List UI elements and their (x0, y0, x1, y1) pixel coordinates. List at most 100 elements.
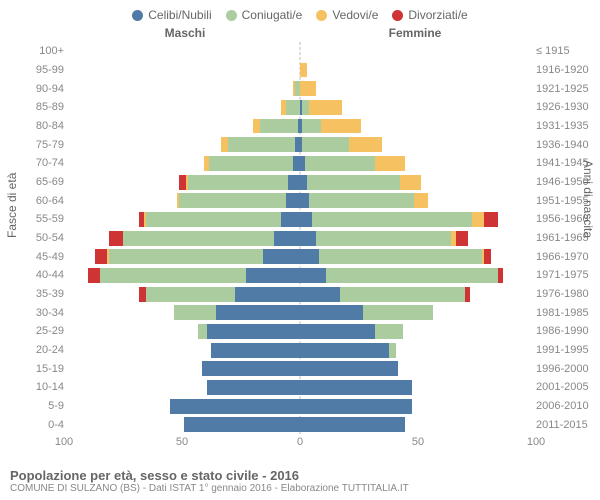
birth-label: 1981-1985 (536, 303, 590, 322)
segment (179, 193, 286, 208)
pyramid-row (67, 229, 533, 248)
segment (484, 249, 491, 264)
female-bar (300, 44, 533, 59)
x-tick: 50 (412, 436, 424, 448)
chart-subtitle: COMUNE DI SULZANO (BS) - Dati ISTAT 1° g… (10, 483, 409, 494)
segment (146, 287, 235, 302)
birth-label: 1971-1975 (536, 266, 590, 285)
male-bar (67, 361, 300, 376)
segment (88, 268, 100, 283)
segment (100, 268, 247, 283)
male-bar (67, 287, 300, 302)
segment (456, 231, 468, 246)
segment (484, 212, 498, 227)
segment (246, 268, 300, 283)
pyramid-row (67, 79, 533, 98)
legend-item: Vedovi/e (316, 8, 378, 22)
legend-swatch (316, 10, 327, 21)
segment (286, 100, 300, 115)
header-male: Maschi (70, 26, 300, 40)
segment (302, 100, 309, 115)
age-label: 80-84 (10, 117, 64, 136)
birth-label: 1921-1925 (536, 79, 590, 98)
female-bar (300, 63, 533, 78)
segment (319, 249, 482, 264)
segment (414, 193, 428, 208)
segment (307, 175, 400, 190)
segment (300, 361, 398, 376)
segment (300, 212, 312, 227)
legend-label: Divorziati/e (408, 8, 467, 22)
legend-item: Celibi/Nubili (132, 8, 211, 22)
pyramid-row (67, 154, 533, 173)
male-bar (67, 193, 300, 208)
header-female: Femmine (300, 26, 530, 40)
age-label: 95-99 (10, 61, 64, 80)
pyramid-row (67, 61, 533, 80)
male-bar (67, 231, 300, 246)
segment (302, 119, 321, 134)
legend-swatch (392, 10, 403, 21)
segment (170, 399, 300, 414)
segment (123, 231, 274, 246)
male-bar (67, 81, 300, 96)
plot-area (67, 42, 533, 434)
female-bar (300, 231, 533, 246)
legend-label: Vedovi/e (332, 8, 378, 22)
birth-label: 1976-1980 (536, 285, 590, 304)
female-bar (300, 399, 533, 414)
male-bar (67, 119, 300, 134)
column-headers: Maschi Femmine (70, 26, 530, 40)
male-bar (67, 156, 300, 171)
segment (202, 361, 300, 376)
segment (293, 156, 300, 171)
segment (179, 175, 186, 190)
legend-item: Divorziati/e (392, 8, 467, 22)
male-bar (67, 343, 300, 358)
segment (375, 156, 405, 171)
chart-title: Popolazione per età, sesso e stato civil… (10, 468, 409, 483)
legend-label: Coniugati/e (242, 8, 303, 22)
y-axis-left: 100+95-9990-9485-8980-8475-7970-7465-696… (10, 42, 67, 434)
x-axis: 10050050100 (64, 434, 536, 452)
segment (95, 249, 107, 264)
male-bar (67, 399, 300, 414)
legend: Celibi/Nubili Coniugati/e Vedovi/e Divorzia… (10, 8, 590, 22)
segment (139, 287, 146, 302)
x-tick: 50 (176, 436, 188, 448)
age-label: 85-89 (10, 98, 64, 117)
female-bar (300, 305, 533, 320)
male-bar (67, 100, 300, 115)
segment (274, 231, 300, 246)
x-tick: 100 (527, 436, 545, 448)
male-bar (67, 268, 300, 283)
segment (228, 137, 296, 152)
segment (216, 305, 300, 320)
female-bar (300, 361, 533, 376)
age-label: 75-79 (10, 135, 64, 154)
segment (300, 399, 412, 414)
age-label: 90-94 (10, 79, 64, 98)
segment (375, 324, 403, 339)
birth-label: 1926-1930 (536, 98, 590, 117)
pyramid-chart: Fasce di età Anni di nascita 100+95-9990… (10, 42, 590, 434)
age-label: 25-29 (10, 322, 64, 341)
pyramid-row (67, 266, 533, 285)
age-label: 5-9 (10, 397, 64, 416)
segment (302, 137, 349, 152)
age-label: 20-24 (10, 341, 64, 360)
segment (263, 249, 300, 264)
x-tick: 100 (55, 436, 73, 448)
y-axis-right: ≤ 19151916-19201921-19251926-19301931-19… (533, 42, 590, 434)
segment (198, 324, 207, 339)
pyramid-row (67, 135, 533, 154)
male-bar (67, 175, 300, 190)
segment (300, 63, 307, 78)
segment (309, 193, 414, 208)
x-tick: 0 (297, 436, 303, 448)
female-bar (300, 119, 533, 134)
segment (300, 343, 389, 358)
segment (207, 324, 300, 339)
pyramid-row (67, 341, 533, 360)
segment (321, 119, 361, 134)
